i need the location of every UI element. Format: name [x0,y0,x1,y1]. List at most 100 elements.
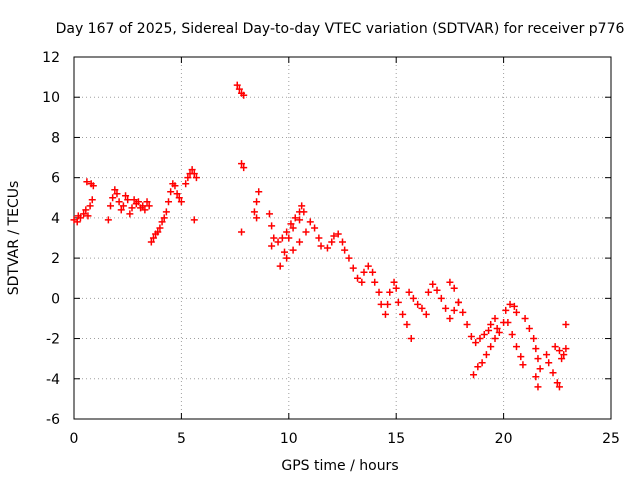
data-point [238,160,246,168]
data-point [115,198,123,206]
data-point [122,192,130,200]
data-point [334,230,342,238]
data-point [409,294,417,302]
data-point [154,228,162,236]
y-tick-label: 10 [42,90,60,106]
chart-title: Day 167 of 2025, Sidereal Day-to-day VTE… [56,21,625,37]
data-point [491,314,499,322]
data-point [255,188,263,196]
data-point [296,216,304,224]
data-point [250,208,258,216]
data-point [487,320,495,328]
y-tick-label: 2 [51,251,60,267]
data-point [377,300,385,308]
data-point [555,383,563,391]
data-point [495,329,503,337]
data-point [287,220,295,228]
data-point [485,327,493,335]
data-point [358,278,366,286]
data-point [330,232,338,240]
data-point [328,238,336,246]
y-tick-label: 12 [42,50,60,66]
data-point [171,182,179,190]
data-point [369,268,377,276]
data-point [394,298,402,306]
data-point [285,234,293,242]
data-point [530,335,538,343]
data-point [104,216,112,224]
data-point [107,202,115,210]
data-point [88,196,96,204]
data-point [474,363,482,371]
data-point [238,228,246,236]
data-point [558,355,566,363]
data-point [276,262,284,270]
x-tick-label: 10 [280,431,298,447]
data-point [184,174,192,182]
data-point [83,178,91,186]
data-point [386,288,394,296]
data-point [188,166,196,174]
data-point [399,310,407,318]
data-point [233,81,241,89]
data-point [405,288,413,296]
data-point [482,351,490,359]
data-point [480,331,488,339]
data-point [124,196,132,204]
data-point [73,218,81,226]
y-tick-label: 4 [51,211,60,227]
data-points [70,81,570,391]
data-point [551,343,559,351]
data-point [510,302,518,310]
data-point [442,304,450,312]
data-point [407,335,415,343]
data-point [302,228,310,236]
data-point [381,310,389,318]
data-point [274,238,282,246]
data-point [345,254,353,262]
data-point [240,164,248,172]
data-point [512,308,520,316]
data-point [190,170,198,178]
data-point [384,300,392,308]
data-point [283,228,291,236]
data-point [532,373,540,381]
data-point [86,202,94,210]
data-point [476,335,484,343]
data-point [463,320,471,328]
data-point [506,300,514,308]
data-point [165,198,173,206]
data-point [113,190,121,198]
data-point [89,182,97,190]
data-point [446,314,454,322]
data-point [117,206,125,214]
data-point [454,298,462,306]
data-point [414,300,422,308]
y-axis-label: SDTVAR / TECUs [6,181,22,296]
data-point [270,234,278,242]
data-point [235,85,243,93]
data-point [560,351,568,359]
data-point [281,248,289,256]
data-point [80,210,88,218]
data-point [149,234,157,242]
data-point [296,238,304,246]
data-point [82,206,90,214]
data-point [519,361,527,369]
data-point [167,188,175,196]
data-point [543,351,551,359]
data-point [109,194,117,202]
data-point [177,198,185,206]
data-point [160,214,168,222]
data-point [341,246,349,254]
data-point [429,280,437,288]
data-point [534,355,542,363]
data-point [562,345,570,353]
data-point [390,278,398,286]
data-point [253,214,261,222]
x-tick-label: 0 [70,431,79,447]
data-point [493,325,501,332]
y-tick-label: 6 [51,171,60,187]
data-point [478,359,486,367]
data-point [467,333,475,341]
